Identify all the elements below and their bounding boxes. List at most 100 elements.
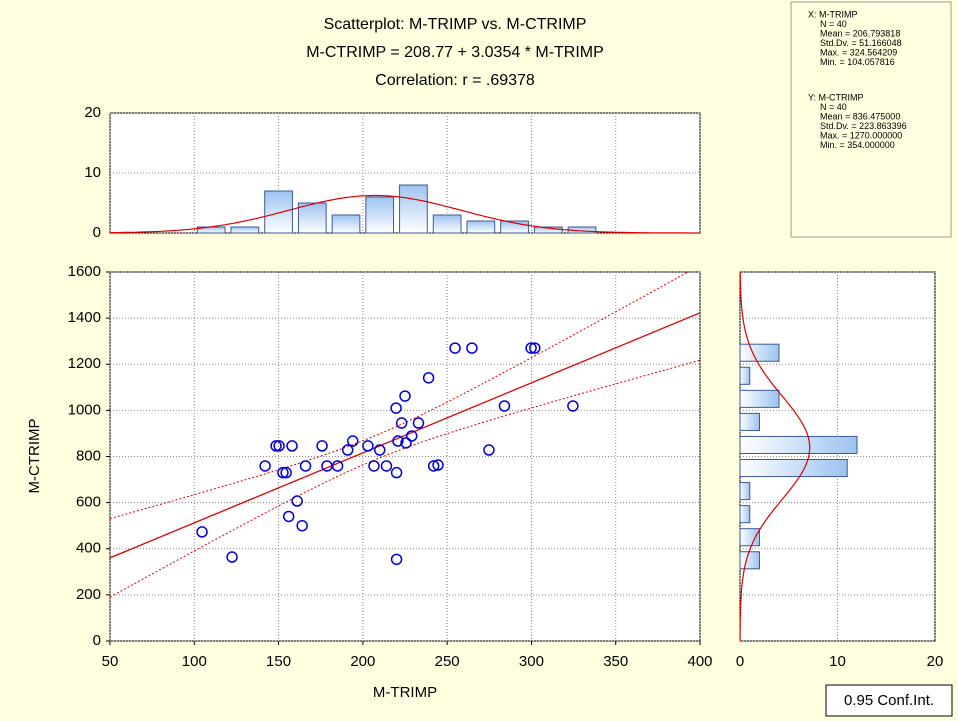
- stats-line: Std.Dv. = 51.166048: [820, 38, 902, 48]
- hist-bar: [739, 482, 751, 501]
- stats-line: X: M-TRIMP: [808, 9, 858, 19]
- point: [368, 460, 380, 472]
- point: [346, 435, 359, 447]
- point: [226, 551, 238, 563]
- point: [422, 372, 435, 384]
- stats-box: [790, 1, 952, 238]
- normal-curve: [739, 272, 811, 641]
- confidence-band: [110, 359, 700, 598]
- point: [277, 466, 289, 479]
- y-tick-label: 20: [84, 104, 101, 121]
- hist-bar: [739, 389, 780, 408]
- hist-bar: [739, 435, 858, 454]
- point: [380, 460, 393, 472]
- point: [291, 495, 303, 507]
- x-tick-label: 200: [350, 653, 375, 670]
- y-tick-label: 200: [76, 586, 101, 603]
- x-tick-label: 300: [519, 653, 544, 670]
- confidence-band: [110, 272, 690, 520]
- y-tick-label: 400: [76, 540, 101, 557]
- fit-line: [110, 312, 700, 559]
- point: [466, 342, 478, 354]
- hist-bar: [264, 190, 293, 234]
- normal-curve: [109, 194, 700, 234]
- hist-bar: [739, 528, 760, 547]
- hist-bar: [739, 343, 780, 362]
- point: [331, 460, 344, 472]
- chart-subtitle: Correlation: r = .69378: [375, 72, 535, 89]
- x-tick-label: 250: [435, 653, 460, 670]
- legend-box: [825, 684, 953, 717]
- y-tick-label: 10: [84, 164, 101, 181]
- hist-bar: [297, 202, 327, 234]
- point: [273, 440, 285, 452]
- hist-bar: [739, 366, 751, 385]
- point: [196, 526, 208, 538]
- x-tick-label: 150: [266, 653, 291, 670]
- point: [259, 460, 271, 472]
- x-tick-label: 50: [102, 653, 119, 670]
- x-tick-label: 400: [687, 653, 712, 670]
- stats-line: N = 40: [820, 19, 847, 29]
- point: [282, 510, 295, 523]
- y-tick-label: 1200: [68, 355, 101, 372]
- point: [449, 342, 461, 354]
- y-tick-label: 0: [93, 224, 101, 241]
- point: [390, 466, 403, 479]
- chart-subtitle: M-CTRIMP = 208.77 + 3.0354 * M-TRIMP: [306, 44, 604, 61]
- stats-line: Std.Dv. = 223.863396: [820, 121, 907, 131]
- point: [270, 440, 282, 452]
- chart-title: Scatterplot: M-TRIMP vs. M-CTRIMP: [324, 16, 587, 33]
- stats-line: Min. = 104.057816: [820, 57, 895, 67]
- x-tick-label: 0: [736, 653, 744, 670]
- point: [296, 519, 308, 532]
- x-tick-label: 20: [927, 653, 944, 670]
- point: [392, 435, 404, 447]
- stats-line: Mean = 836.475000: [820, 111, 900, 121]
- point: [567, 400, 579, 412]
- hist-bar: [331, 214, 361, 234]
- hist-bar: [739, 551, 760, 570]
- point: [299, 460, 312, 472]
- x-tick-label: 100: [182, 653, 207, 670]
- point: [390, 553, 403, 566]
- point: [395, 417, 408, 429]
- hist-bar: [739, 505, 751, 524]
- hist-bar: [365, 196, 395, 234]
- point: [483, 444, 495, 456]
- hist-bar: [230, 226, 260, 234]
- point: [405, 430, 418, 442]
- point: [390, 402, 402, 414]
- point: [432, 459, 444, 471]
- y-tick-label: 0: [93, 632, 101, 649]
- point: [412, 417, 425, 429]
- point: [341, 444, 354, 456]
- point: [400, 437, 412, 449]
- point: [399, 390, 411, 402]
- stats-line: Mean = 206.793818: [820, 28, 900, 38]
- y-tick-label: 1600: [68, 263, 101, 280]
- point: [427, 460, 440, 472]
- point: [525, 342, 537, 354]
- x-tick-label: 10: [829, 653, 846, 670]
- point: [280, 466, 292, 479]
- y-axis-label: M-CTRIMP: [26, 419, 43, 494]
- point: [316, 440, 328, 452]
- stats-line: Y: M-CTRIMP: [808, 92, 864, 102]
- point: [529, 342, 541, 354]
- point: [373, 444, 386, 456]
- y-tick-label: 800: [76, 447, 101, 464]
- stats-line: Max. = 324.564209: [820, 47, 897, 57]
- legend-label: 0.95 Conf.Int.: [844, 692, 934, 709]
- point: [286, 440, 298, 452]
- x-axis-label: M-TRIMP: [373, 684, 437, 701]
- stats-line: Max. = 1270.000000: [820, 130, 902, 140]
- y-tick-label: 600: [76, 494, 101, 511]
- x-tick-label: 350: [603, 653, 628, 670]
- y-tick-label: 1400: [68, 309, 101, 326]
- hist-bar: [739, 459, 848, 478]
- y-tick-label: 1000: [68, 401, 101, 418]
- hist-bar: [399, 184, 428, 234]
